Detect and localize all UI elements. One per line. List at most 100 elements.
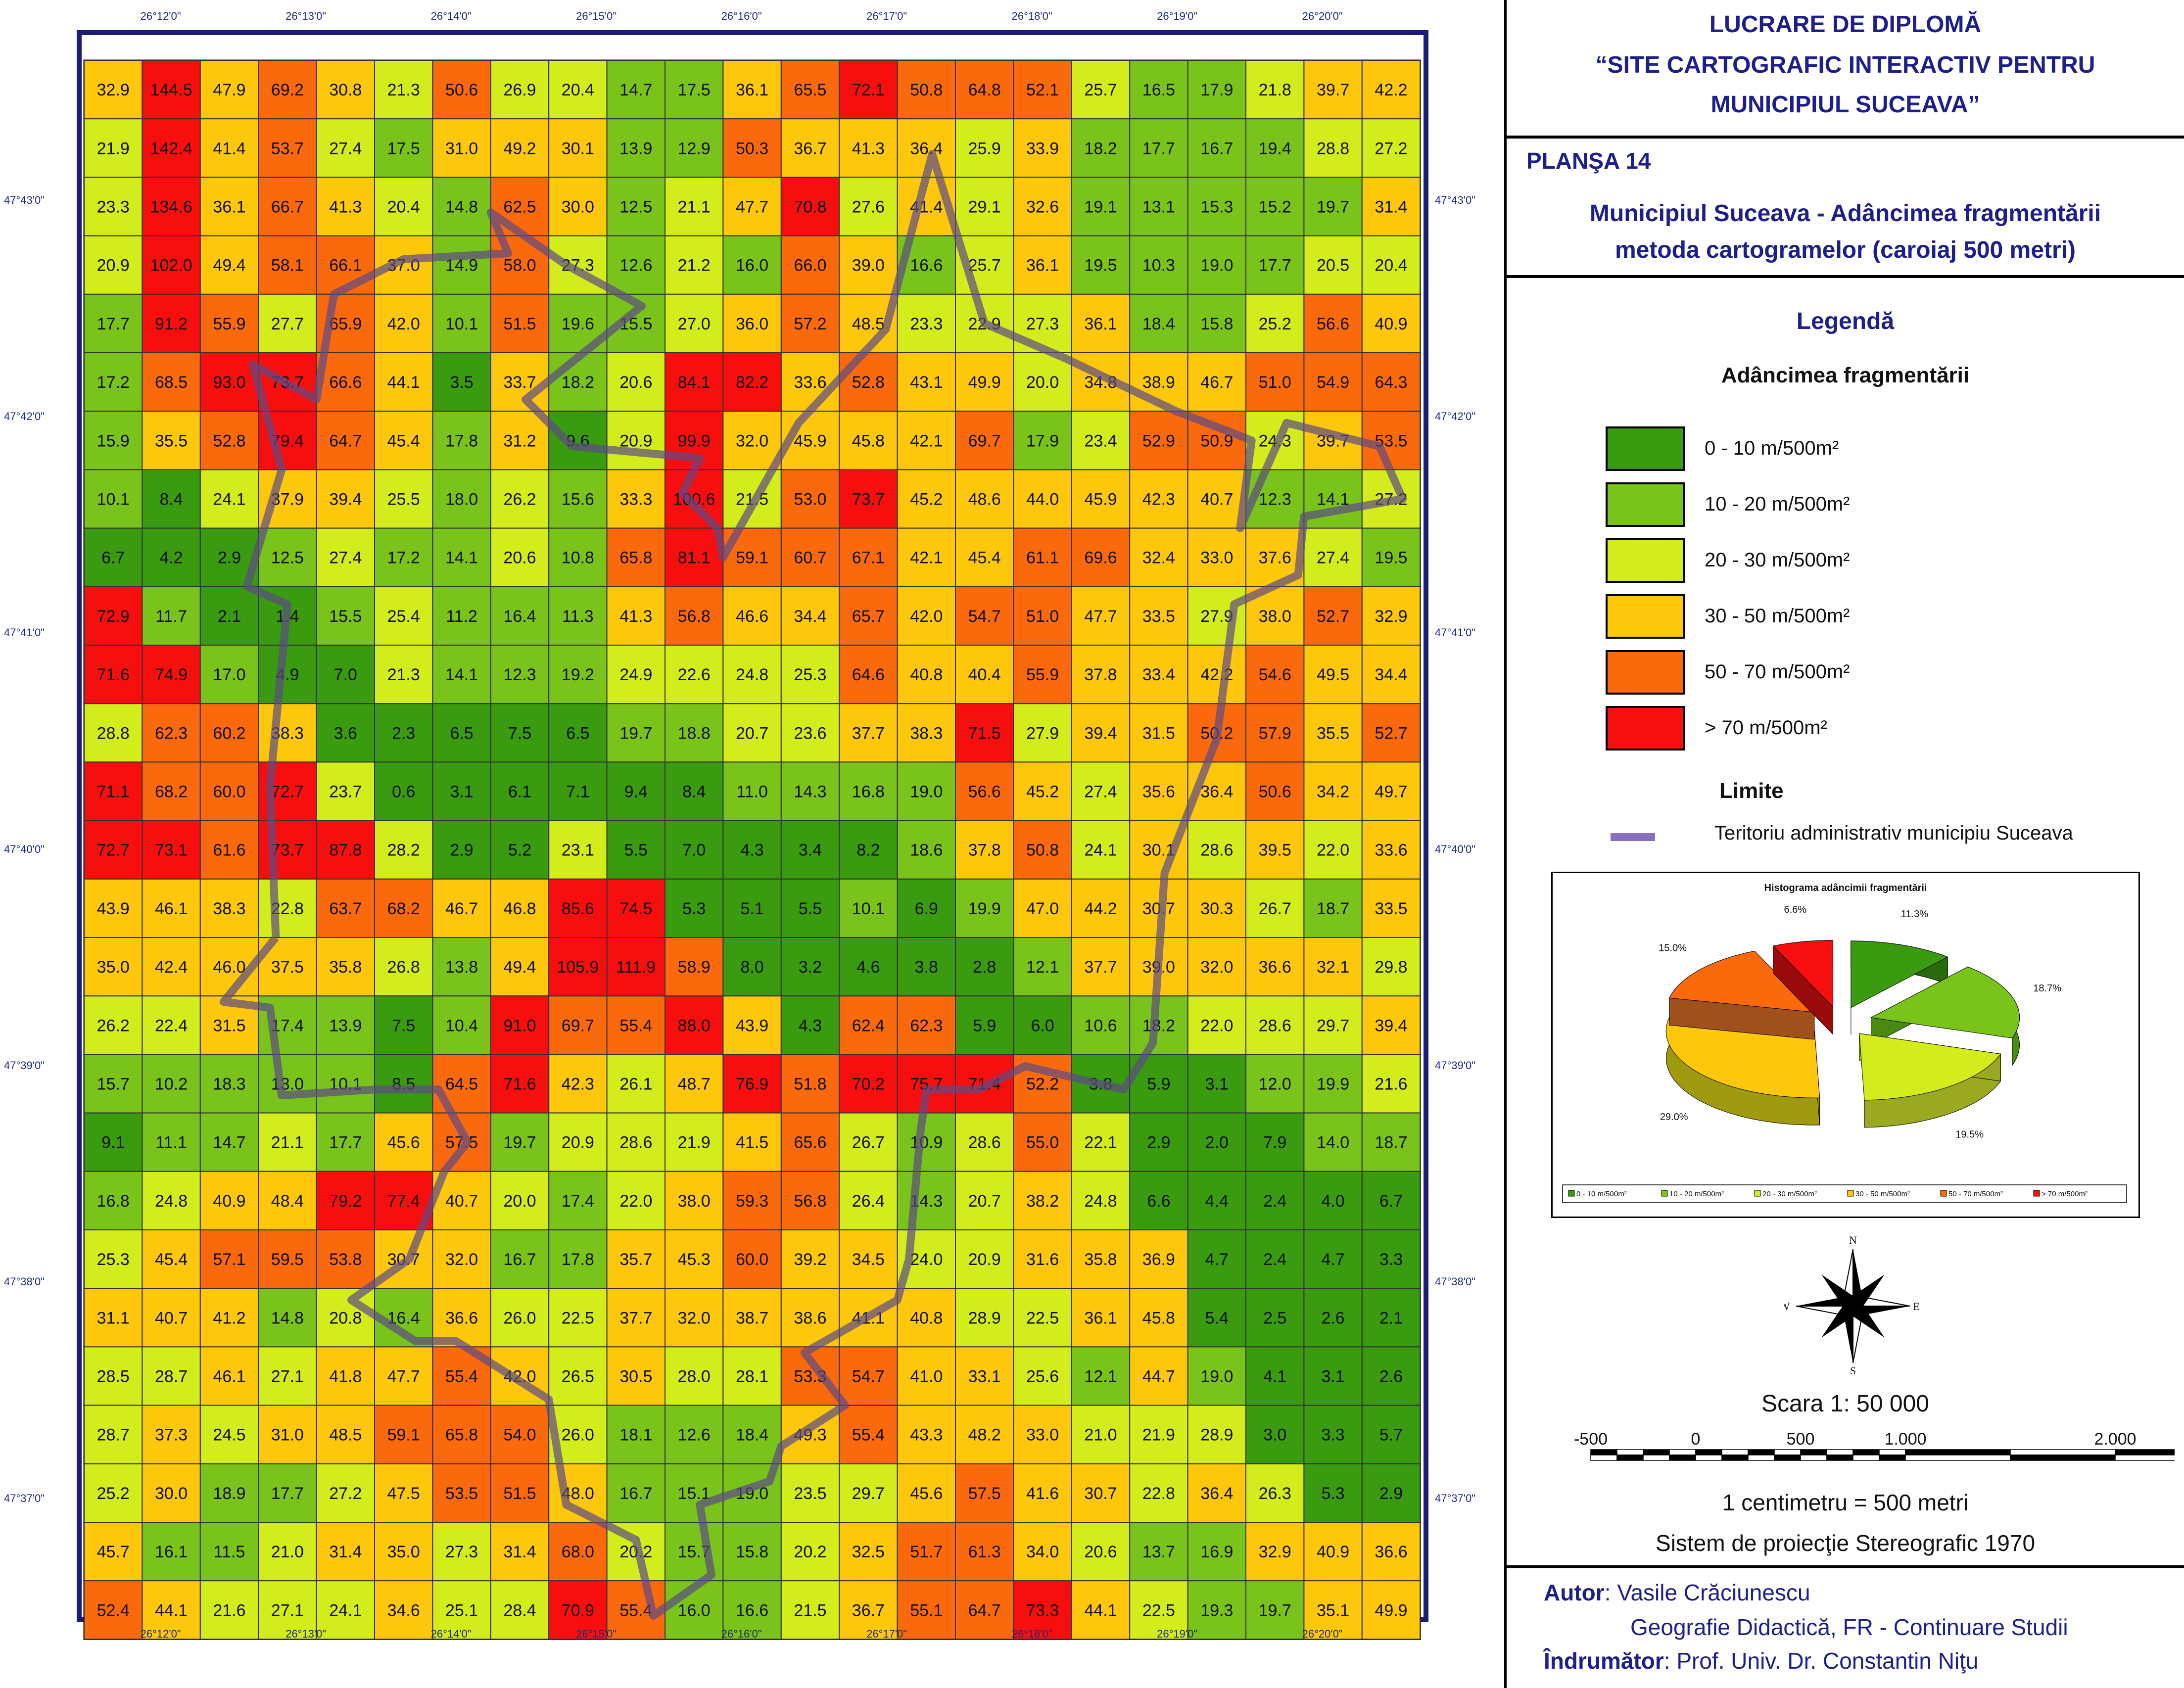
grid-cell[interactable]: 22.8 [258,878,317,938]
grid-cell[interactable]: 20.7 [722,703,782,763]
grid-cell[interactable]: 4.9 [258,645,317,704]
grid-cell[interactable]: 36.4 [1187,1463,1247,1523]
grid-cell[interactable]: 21.1 [258,1112,317,1172]
grid-cell[interactable]: 36.6 [1245,937,1305,997]
grid-cell[interactable]: 35.7 [606,1229,665,1289]
grid-cell[interactable]: 26.0 [490,1288,550,1348]
grid-cell[interactable]: 2.1 [199,586,259,646]
grid-cell[interactable]: 8.2 [839,820,898,880]
grid-cell[interactable]: 3.3 [1303,1405,1363,1464]
grid-cell[interactable]: 39.0 [839,235,898,295]
grid-cell[interactable]: 22.4 [142,995,201,1055]
grid-cell[interactable]: 21.9 [84,118,143,178]
grid-cell[interactable]: 8.4 [142,469,201,529]
grid-cell[interactable]: 12.6 [606,235,665,295]
grid-cell[interactable]: 4.0 [1303,1171,1363,1231]
grid-cell[interactable]: 13.9 [316,995,375,1055]
grid-cell[interactable]: 7.0 [665,820,724,880]
grid-cell[interactable]: 21.0 [258,1522,317,1582]
grid-cell[interactable]: 2.8 [955,937,1014,997]
grid-cell[interactable]: 42.3 [1129,469,1188,529]
grid-cell[interactable]: 45.9 [1071,469,1131,529]
grid-cell[interactable]: 21.3 [374,645,433,704]
grid-cell[interactable]: 53.8 [316,1229,375,1289]
grid-cell[interactable]: 11.1 [142,1112,201,1172]
grid-cell[interactable]: 21.9 [665,1112,724,1172]
grid-cell[interactable]: 41.4 [199,118,259,178]
grid-cell[interactable]: 22.5 [1129,1580,1188,1640]
grid-cell[interactable]: 17.5 [374,118,433,178]
grid-cell[interactable]: 44.2 [1071,878,1131,938]
grid-cell[interactable]: 33.4 [1129,645,1188,704]
grid-cell[interactable]: 28.9 [1187,1405,1247,1464]
grid-cell[interactable]: 17.8 [432,411,491,470]
grid-cell[interactable]: 2.9 [432,820,491,880]
grid-cell[interactable]: 44.0 [1013,469,1072,529]
grid-cell[interactable]: 18.2 [1071,118,1131,178]
grid-cell[interactable]: 71.6 [84,645,143,704]
grid-cell[interactable]: 26.9 [490,60,550,120]
grid-cell[interactable]: 8.4 [665,761,724,821]
grid-cell[interactable]: 43.1 [897,352,956,412]
grid-cell[interactable]: 46.6 [722,586,782,646]
grid-cell[interactable]: 15.6 [548,469,608,529]
grid-cell[interactable]: 17.7 [1129,118,1188,178]
grid-cell[interactable]: 36.6 [1361,1522,1421,1582]
grid-cell[interactable]: 17.5 [665,60,724,120]
grid-cell[interactable]: 37.8 [955,820,1014,880]
grid-cell[interactable]: 17.8 [548,1229,608,1289]
grid-cell[interactable]: 20.4 [1361,235,1421,295]
grid-cell[interactable]: 2.4 [1245,1229,1305,1289]
grid-cell[interactable]: 57.5 [432,1112,491,1172]
grid-cell[interactable]: 25.5 [374,469,433,529]
grid-cell[interactable]: 105.9 [548,937,608,997]
grid-cell[interactable]: 28.8 [1303,118,1363,178]
grid-cell[interactable]: 10.2 [142,1054,201,1114]
grid-cell[interactable]: 39.4 [316,469,375,529]
grid-cell[interactable]: 19.3 [1187,1580,1247,1640]
grid-cell[interactable]: 57.9 [1245,703,1305,763]
grid-cell[interactable]: 41.6 [1013,1463,1072,1523]
grid-cell[interactable]: 49.9 [1361,1580,1421,1640]
grid-cell[interactable]: 35.5 [1303,703,1363,763]
grid-cell[interactable]: 34.4 [1361,645,1421,704]
grid-cell[interactable]: 46.7 [432,878,491,938]
grid-cell[interactable]: 44.1 [1071,1580,1131,1640]
grid-cell[interactable]: 21.5 [780,1580,840,1640]
grid-cell[interactable]: 19.1 [1071,177,1131,236]
grid-cell[interactable]: 34.5 [839,1229,898,1289]
grid-cell[interactable]: 42.2 [1187,645,1247,704]
grid-cell[interactable]: 41.8 [316,1346,375,1406]
grid-cell[interactable]: 7.9 [1245,1112,1305,1172]
grid-cell[interactable]: 25.3 [780,645,840,704]
grid-cell[interactable]: 29.8 [1361,937,1421,997]
grid-cell[interactable]: 69.7 [548,995,608,1055]
grid-cell[interactable]: 47.7 [374,1346,433,1406]
grid-cell[interactable]: 25.1 [432,1580,491,1640]
grid-cell[interactable]: 32.0 [432,1229,491,1289]
grid-cell[interactable]: 26.5 [548,1346,608,1406]
grid-cell[interactable]: 12.0 [1245,1054,1305,1114]
grid-cell[interactable]: 42.0 [897,586,956,646]
grid-cell[interactable]: 8.0 [722,937,782,997]
grid-cell[interactable]: 37.6 [1245,527,1305,587]
grid-cell[interactable]: 30.0 [142,1463,201,1523]
grid-cell[interactable]: 14.3 [897,1171,956,1231]
grid-cell[interactable]: 73.3 [1013,1580,1072,1640]
grid-cell[interactable]: 142.4 [142,118,201,178]
grid-cell[interactable]: 10.6 [1071,995,1131,1055]
grid-cell[interactable]: 7.5 [490,703,550,763]
grid-cell[interactable]: 28.6 [1245,995,1305,1055]
grid-cell[interactable]: 51.7 [897,1522,956,1582]
grid-cell[interactable]: 7.5 [374,995,433,1055]
grid-cell[interactable]: 45.3 [665,1229,724,1289]
grid-cell[interactable]: 53.5 [432,1463,491,1523]
grid-cell[interactable]: 11.5 [199,1522,259,1582]
grid-cell[interactable]: 45.4 [142,1229,201,1289]
grid-cell[interactable]: 18.3 [199,1054,259,1114]
grid-cell[interactable]: 32.5 [839,1522,898,1582]
grid-cell[interactable]: 26.4 [839,1171,898,1231]
grid-cell[interactable]: 20.6 [606,352,665,412]
grid-cell[interactable]: 25.2 [84,1463,143,1523]
grid-cell[interactable]: 42.1 [897,527,956,587]
